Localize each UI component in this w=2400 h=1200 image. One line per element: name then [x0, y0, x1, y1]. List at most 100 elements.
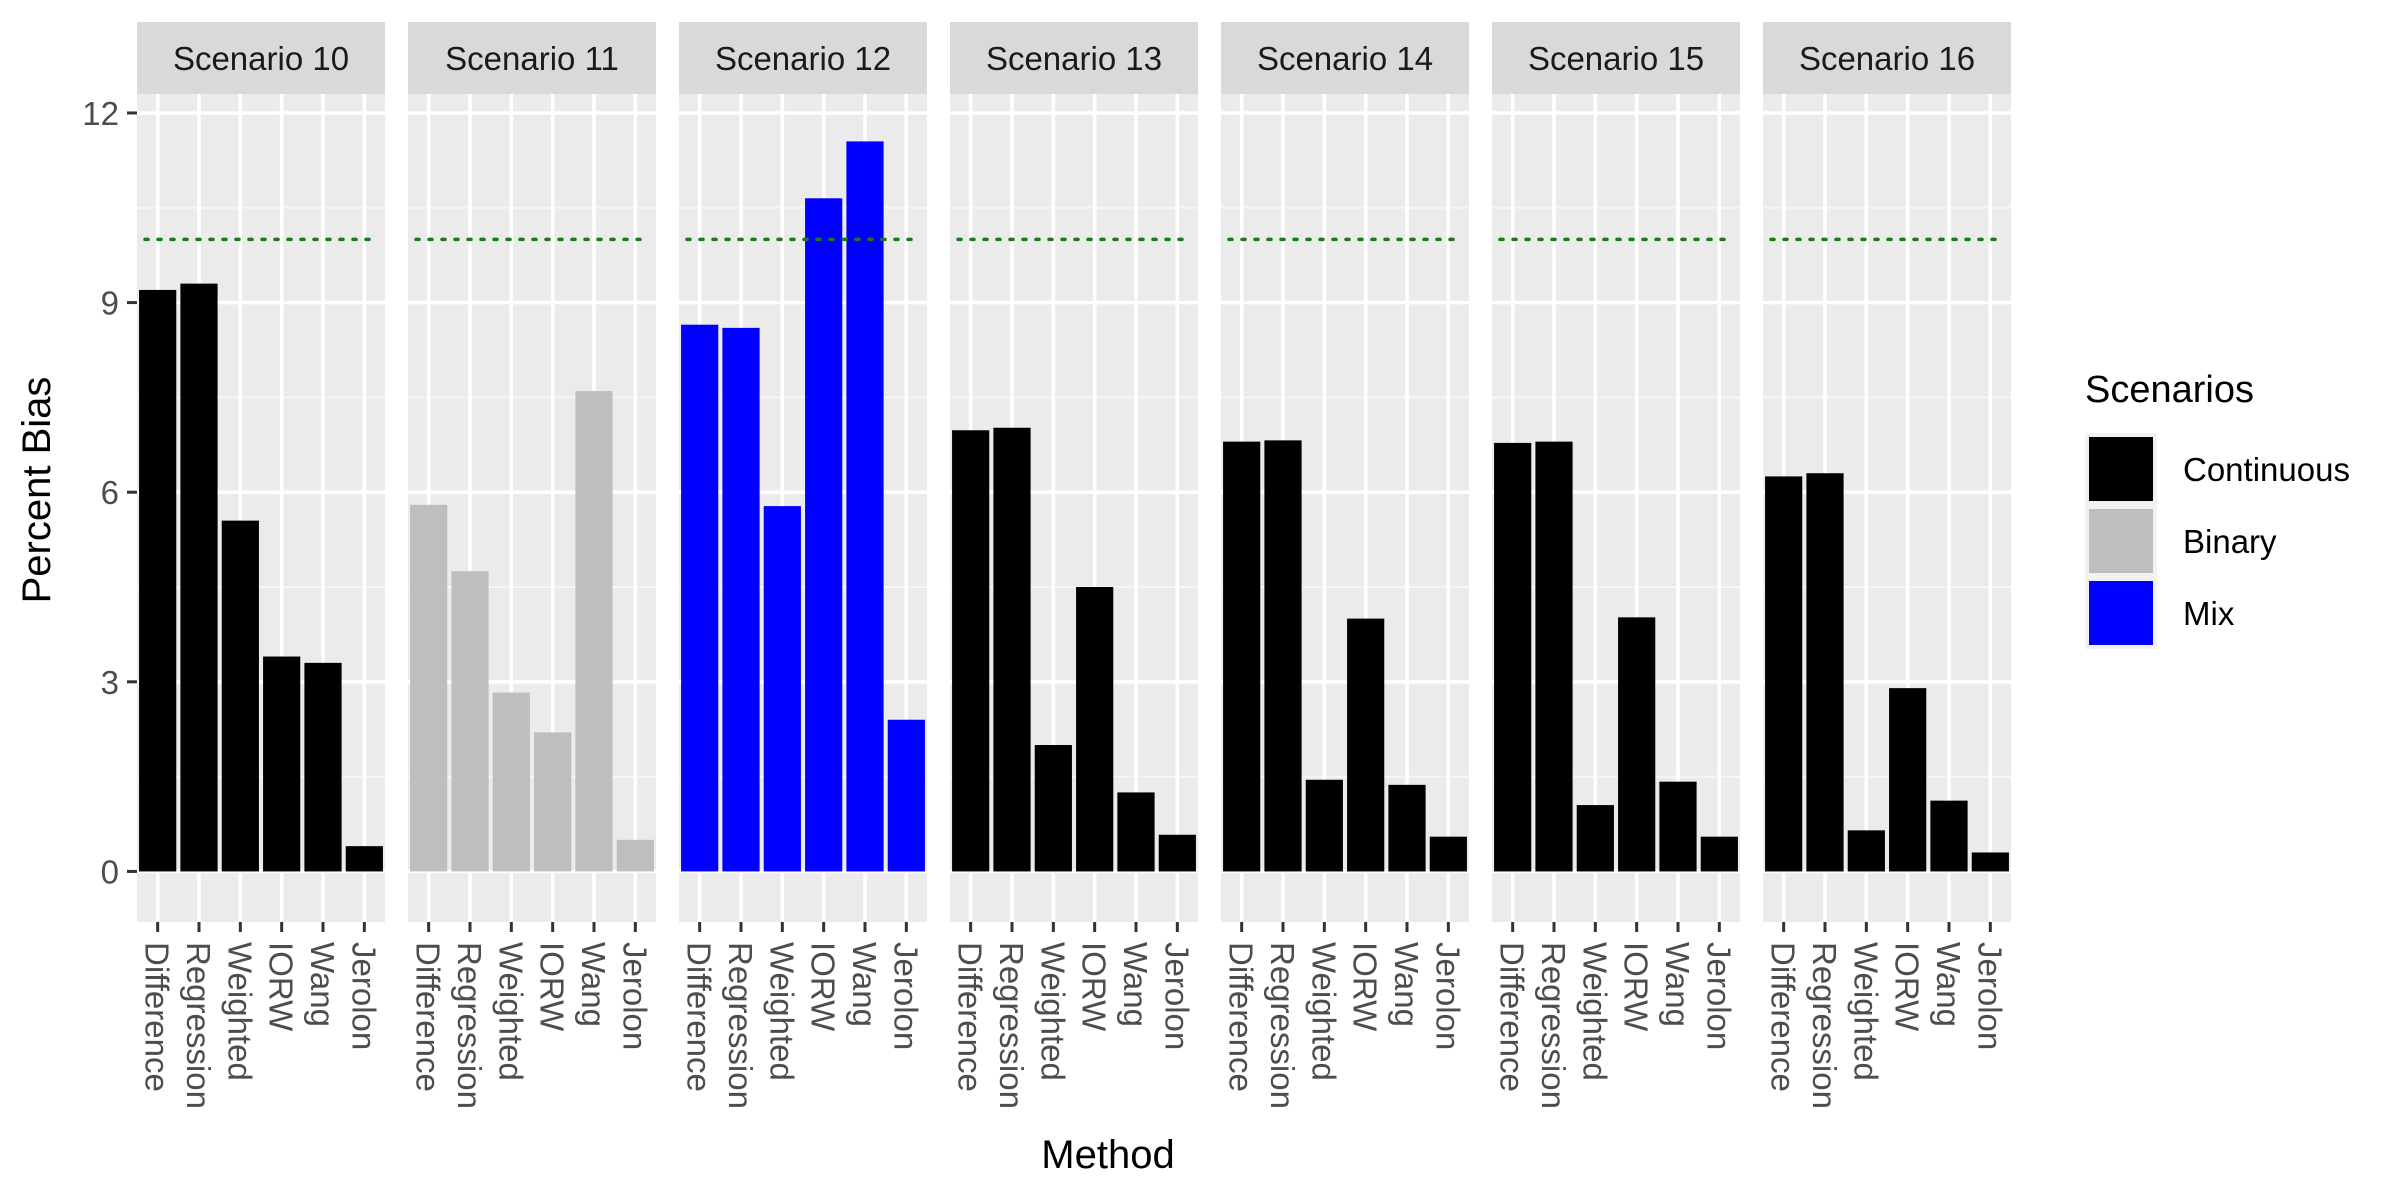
facet-strip [950, 22, 1198, 94]
panel-3: Scenario 12 Difference Regression Weighted I… [679, 22, 927, 1109]
bar [534, 732, 572, 872]
bar [451, 571, 489, 872]
x-tick-label: Weighted [1034, 942, 1071, 1081]
bar [410, 504, 448, 872]
legend-swatch [2089, 437, 2153, 501]
x-tick-label: IORW [805, 942, 842, 1032]
x-tick-label: Regression [1264, 942, 1301, 1109]
bar [139, 289, 177, 872]
bar [304, 662, 342, 872]
panel-7: Scenario 16 Difference Regression Weighted I… [1763, 22, 2011, 1109]
panel-background [1763, 94, 2011, 922]
legend-label: Binary [2183, 523, 2277, 560]
facet-strip [1221, 22, 1469, 94]
bar [1223, 441, 1261, 872]
panel-background [1492, 94, 1740, 922]
bar [1576, 805, 1614, 872]
x-tick-label: Regression [722, 942, 759, 1109]
x-tick-label: Difference [410, 942, 447, 1092]
x-tick-label: Wang [575, 942, 612, 1027]
bar [1930, 800, 1968, 872]
panel-background [950, 94, 1198, 922]
x-tick-label: Jerolon [1158, 942, 1195, 1050]
x-tick-label: Difference [1223, 942, 1260, 1092]
panel-background [137, 94, 385, 922]
facet-strip-title: Scenario 15 [1528, 40, 1704, 77]
bar [805, 198, 843, 872]
bar [887, 719, 925, 872]
x-tick-label: Difference [1494, 942, 1531, 1092]
bar [616, 839, 654, 872]
y-tick-label: 6 [101, 474, 119, 511]
x-tick-label: Jerolon [345, 942, 382, 1050]
facet-strip [137, 22, 385, 94]
x-tick-label: Wang [1659, 942, 1696, 1027]
x-tick-label: IORW [1076, 942, 1113, 1032]
x-tick-label: Weighted [1576, 942, 1613, 1081]
x-tick-label: Difference [139, 942, 176, 1092]
bar [763, 506, 801, 872]
facet-strip [408, 22, 656, 94]
bar [1076, 587, 1114, 872]
bar [1305, 779, 1343, 872]
y-axis: 0 3 6 9 12 [82, 95, 137, 890]
facet-strip-title: Scenario 12 [715, 40, 891, 77]
bar [1388, 784, 1426, 872]
bar [221, 520, 259, 872]
x-tick-label: Weighted [492, 942, 529, 1081]
facet-strip-title: Scenario 10 [173, 40, 349, 77]
x-tick-label: Regression [993, 942, 1030, 1109]
bar [575, 391, 613, 872]
facet-strip [679, 22, 927, 94]
x-tick-label: IORW [1889, 942, 1926, 1032]
x-tick-label: IORW [1618, 942, 1655, 1032]
bar [1264, 440, 1302, 872]
x-tick-label: Weighted [1305, 942, 1342, 1081]
bar [1158, 834, 1196, 872]
bar [180, 283, 218, 872]
bar [846, 141, 884, 872]
facet-strip-title: Scenario 11 [445, 40, 619, 77]
facet-strip-title: Scenario 14 [1257, 40, 1433, 77]
bar [1535, 441, 1573, 872]
x-tick-label: Wang [1117, 942, 1154, 1027]
y-tick-label: 9 [101, 285, 119, 322]
x-tick-label: Jerolon [887, 942, 924, 1050]
x-tick-label: Weighted [763, 942, 800, 1081]
panel-background [408, 94, 656, 922]
bar [1765, 476, 1803, 872]
panel-background [1221, 94, 1469, 922]
bar [993, 427, 1031, 872]
x-tick-label: Regression [1535, 942, 1572, 1109]
bar [1659, 781, 1697, 872]
x-tick-label: Difference [952, 942, 989, 1092]
x-tick-label: Jerolon [1971, 942, 2008, 1050]
x-tick-label: Jerolon [1700, 942, 1737, 1050]
legend-swatch [2089, 509, 2153, 573]
x-tick-label: Jerolon [616, 942, 653, 1050]
x-tick-label: Jerolon [1429, 942, 1466, 1050]
legend-label: Continuous [2183, 451, 2350, 488]
panel-4: Scenario 13 Difference Regression Weighted I… [950, 22, 1198, 1109]
bar [1847, 830, 1885, 872]
x-tick-label: Regression [451, 942, 488, 1109]
bar [492, 692, 530, 872]
x-tick-label: IORW [534, 942, 571, 1032]
x-tick-label: Difference [681, 942, 718, 1092]
legend-label: Mix [2183, 595, 2235, 632]
panel-background [679, 94, 927, 922]
bar [1117, 792, 1155, 872]
panel-2: Scenario 11 Difference Regression Weighted I… [408, 22, 656, 1109]
legend-swatch [2089, 581, 2153, 645]
panel-1: Scenario 10 Difference Regression Weighted I… [137, 22, 385, 1109]
x-tick-label: Difference [1765, 942, 1802, 1092]
legend-items: Continuous Binary Mix [2085, 433, 2350, 649]
legend-title: Scenarios [2085, 369, 2254, 411]
facet-strip [1492, 22, 1740, 94]
legend: Scenarios Continuous Binary Mix [2085, 369, 2350, 649]
bar [1347, 618, 1385, 872]
bar [1034, 745, 1072, 872]
x-tick-label: Wang [304, 942, 341, 1027]
